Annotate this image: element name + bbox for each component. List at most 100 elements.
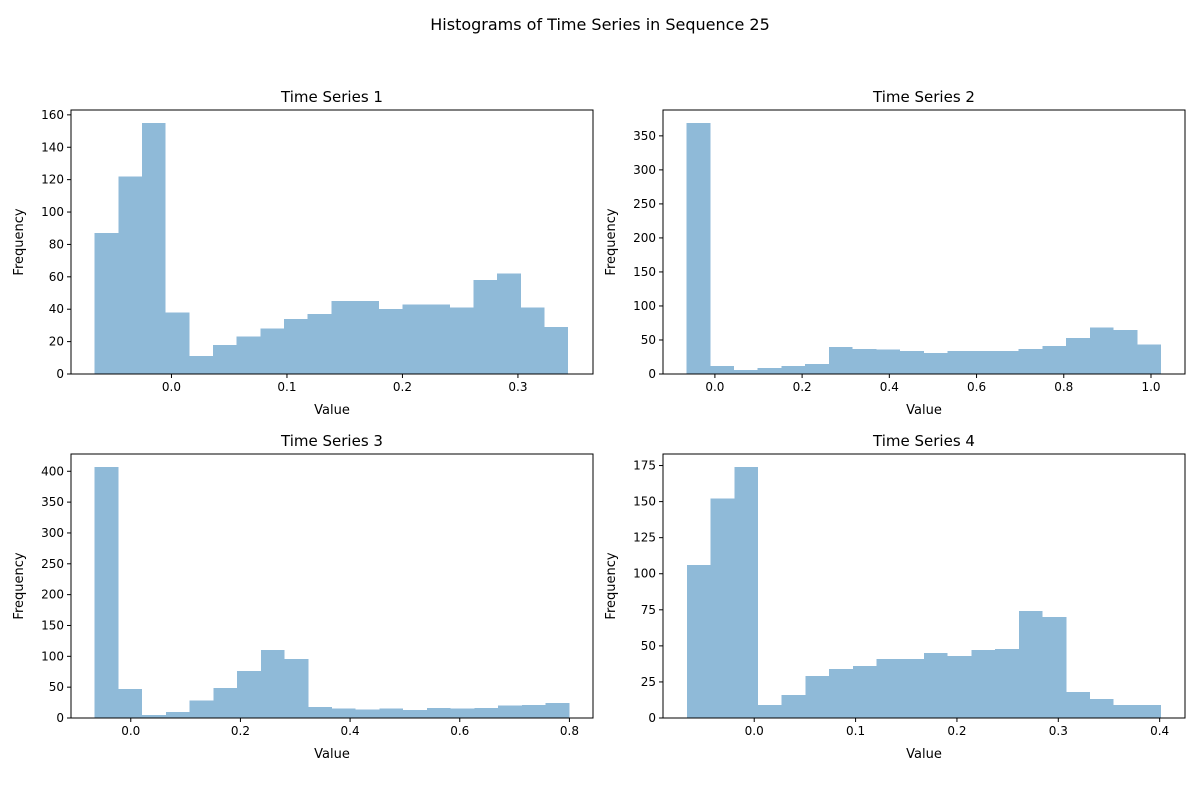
histogram-bars (94, 466, 570, 718)
plot-frame (662, 453, 1186, 719)
histogram-bar (94, 233, 119, 374)
histogram-bar (1018, 611, 1043, 718)
histogram-bar (1137, 705, 1162, 718)
histogram-bar (734, 466, 758, 718)
x-axis-ticks: 0.0 0.1 0.2 0.3 (162, 374, 527, 394)
x-tick-label: 0.3 (508, 380, 527, 394)
x-tick-label: 0.2 (231, 724, 250, 738)
histogram-bar (733, 369, 758, 374)
charts-grid: 0.0 0.1 0.2 0.3 0 20 40 60 80 100 120 140 160 Time Se… (12, 88, 1186, 762)
histogram-bar (1018, 348, 1043, 374)
y-tick-label: 100 (633, 567, 656, 581)
y-tick-label: 150 (41, 618, 64, 632)
histogram-bar (332, 708, 356, 718)
y-tick-label: 100 (41, 649, 64, 663)
histogram-bar (213, 687, 238, 718)
histogram-bar (1089, 327, 1114, 374)
y-tick-label: 120 (41, 173, 64, 187)
histogram-bar (237, 671, 261, 718)
y-tick-label: 40 (49, 302, 64, 316)
histogram-bar (189, 700, 214, 718)
y-tick-label: 300 (41, 526, 64, 540)
x-tick-label: 0.0 (705, 380, 724, 394)
x-axis-label: Value (906, 747, 942, 762)
y-axis-label: Frequency (12, 208, 27, 275)
x-tick-label: 0.4 (1150, 724, 1169, 738)
histogram-bar (449, 307, 474, 374)
histogram-bars (94, 122, 569, 374)
histogram-bars (686, 122, 1162, 375)
y-tick-label: 150 (633, 495, 656, 509)
plot-frame (70, 453, 594, 719)
chart-panel-1: 0.0 0.1 0.2 0.3 0 20 40 60 80 100 120 140 160 Time Se… (12, 88, 594, 418)
histogram-bar (403, 709, 427, 718)
y-tick-label: 20 (49, 335, 64, 349)
histogram-bar (284, 658, 309, 718)
histogram-bar (829, 668, 853, 718)
histogram-bar (521, 705, 546, 718)
histogram-bar (142, 714, 166, 718)
x-tick-label: 0.8 (560, 724, 579, 738)
histogram-bar (355, 709, 380, 718)
histogram-bar (189, 356, 214, 374)
x-tick-label: 0.1 (846, 724, 865, 738)
histogram-bar (378, 309, 403, 374)
chart-title: Time Series 1 (280, 88, 383, 106)
y-tick-label: 100 (633, 299, 656, 313)
histogram-bar (1113, 329, 1138, 374)
y-tick-label: 175 (633, 459, 656, 473)
histogram-bar (710, 498, 735, 718)
x-tick-label: 0.1 (277, 380, 296, 394)
chart-panel-3: 0.0 0.2 0.4 0.6 0.8 0 50 100 150 200 250 300 350 400 T… (12, 432, 594, 762)
histogram-bar (94, 466, 119, 718)
x-axis-ticks: 0.0 0.2 0.4 0.6 0.8 1.0 (705, 374, 1161, 394)
x-tick-label: 0.0 (745, 724, 764, 738)
y-axis-ticks: 0 50 100 150 200 250 300 350 (633, 129, 663, 381)
y-tick-label: 250 (41, 557, 64, 571)
y-tick-label: 50 (641, 333, 656, 347)
histogram-bar (236, 336, 261, 374)
histogram-bar (260, 328, 285, 374)
histogram-bar (852, 348, 877, 374)
x-tick-label: 0.0 (121, 724, 140, 738)
histogram-bar (307, 314, 332, 374)
x-tick-label: 0.2 (393, 380, 412, 394)
histogram-bar (947, 350, 972, 374)
x-tick-label: 0.4 (880, 380, 899, 394)
y-tick-label: 0 (648, 711, 656, 725)
y-axis-label: Frequency (604, 552, 619, 619)
histogram-bar (165, 312, 190, 374)
histogram-bar (308, 706, 332, 718)
y-tick-label: 200 (633, 231, 656, 245)
histogram-bar (757, 367, 782, 374)
histogram-bar (497, 273, 521, 374)
histogram-bar (923, 352, 948, 374)
y-tick-label: 0 (56, 367, 64, 381)
y-axis-ticks: 0 20 40 60 80 100 120 140 160 (41, 108, 71, 381)
histogram-bar (473, 280, 498, 374)
histogram-bar (805, 676, 830, 718)
histogram-bar (1066, 692, 1091, 718)
y-tick-label: 100 (41, 205, 64, 219)
histogram-bar (995, 648, 1019, 718)
histogram-bar (900, 658, 924, 718)
x-tick-label: 0.4 (341, 724, 360, 738)
histogram-bar (710, 365, 734, 374)
y-tick-label: 150 (633, 265, 656, 279)
histogram-bar (947, 655, 972, 718)
histogram-bar (828, 346, 853, 374)
y-tick-label: 60 (49, 270, 64, 284)
y-tick-label: 50 (641, 639, 656, 653)
x-axis-ticks: 0.0 0.1 0.2 0.3 0.4 (745, 718, 1169, 738)
histogram-bar (876, 349, 901, 374)
histogram-bar (686, 122, 711, 375)
histogram-bar (260, 650, 285, 718)
histogram-bar (118, 689, 143, 718)
y-tick-label: 350 (41, 495, 64, 509)
y-axis-label: Frequency (604, 208, 619, 275)
y-tick-label: 125 (633, 531, 656, 545)
histogram-bar (520, 307, 545, 374)
x-tick-label: 0.2 (793, 380, 812, 394)
histogram-bar (971, 350, 995, 374)
